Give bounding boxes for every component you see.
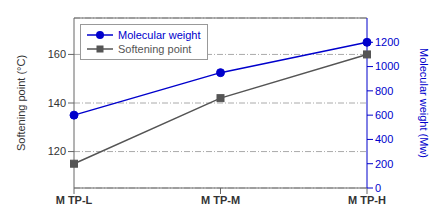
- svg-text:120: 120: [48, 145, 66, 157]
- svg-text:M TP-L: M TP-L: [56, 194, 93, 206]
- svg-text:200: 200: [375, 158, 393, 170]
- svg-text:140: 140: [48, 97, 66, 109]
- svg-text:1000: 1000: [375, 60, 399, 72]
- svg-text:M TP-M: M TP-M: [201, 194, 240, 206]
- html-text:Molecular weight: Molecular weight: [118, 29, 201, 41]
- svg-text:M TP-H: M TP-H: [348, 194, 386, 206]
- svg-text:0: 0: [375, 182, 381, 194]
- html-text:Softening point: Softening point: [118, 43, 192, 55]
- svg-text:400: 400: [375, 133, 393, 145]
- svg-text:1200: 1200: [375, 36, 399, 48]
- svg-text:600: 600: [375, 109, 393, 121]
- svg-text:800: 800: [375, 85, 393, 97]
- svg-text:Molecular weight (Mw): Molecular weight (Mw): [418, 48, 430, 158]
- svg-text:160: 160: [48, 48, 66, 60]
- svg-text:Softening point (°C): Softening point (°C): [15, 55, 27, 151]
